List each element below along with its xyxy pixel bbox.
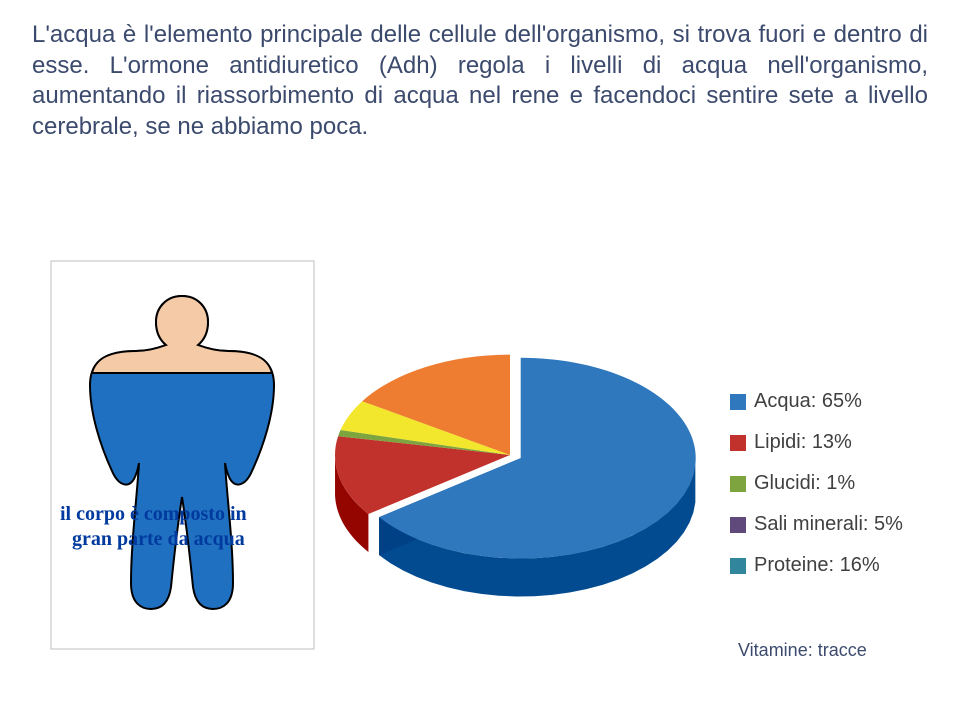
body-composition-figure: il corpo è composto in gran parte da acqu… — [50, 260, 315, 650]
legend-row: Lipidi: 13% — [730, 431, 930, 454]
human-body-icon: il corpo è composto in gran parte da acqu… — [50, 260, 315, 650]
legend-swatch — [730, 558, 746, 574]
legend-row: Sali minerali: 5% — [730, 513, 930, 536]
legend-label: Sali minerali: 5% — [754, 513, 903, 536]
legend-label: Proteine: 16% — [754, 554, 880, 577]
pie-legend: Acqua: 65% Lipidi: 13% Glucidi: 1% Sali min… — [730, 390, 930, 595]
slide-page: L'acqua è l'elemento principale delle ce… — [0, 0, 960, 716]
legend-row: Acqua: 65% — [730, 390, 930, 413]
pie-chart-svg — [320, 325, 700, 605]
legend-row: Glucidi: 1% — [730, 472, 930, 495]
vitamine-note: Vitamine: tracce — [738, 640, 867, 661]
legend-swatch — [730, 394, 746, 410]
legend-label: Glucidi: 1% — [754, 472, 855, 495]
svg-text:il corpo è composto in: il corpo è composto in — [60, 503, 247, 525]
main-paragraph: L'acqua è l'elemento principale delle ce… — [32, 20, 928, 143]
legend-label: Lipidi: 13% — [754, 431, 852, 454]
svg-text:gran parte da acqua: gran parte da acqua — [72, 528, 245, 550]
composition-pie-chart — [320, 325, 700, 605]
legend-row: Proteine: 16% — [730, 554, 930, 577]
legend-label: Acqua: 65% — [754, 390, 862, 413]
legend-swatch — [730, 435, 746, 451]
legend-swatch — [730, 476, 746, 492]
legend-swatch — [730, 517, 746, 533]
